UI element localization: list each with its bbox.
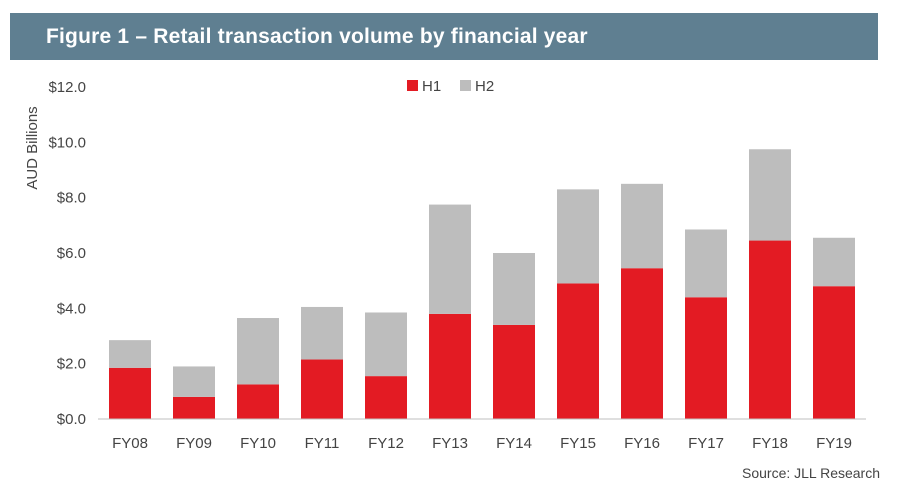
legend-swatch-h1 — [407, 80, 418, 91]
y-axis-label: AUD Billions — [24, 106, 41, 189]
y-tick-label: $12.0 — [48, 79, 86, 96]
x-axis-ticks: FY08 FY09 FY10 FY11 FY12 FY13 FY14 FY15 FY16 FY17… — [112, 435, 852, 452]
bar-h1-fy12 — [365, 376, 407, 419]
x-tick-label: FY11 — [305, 435, 340, 452]
bar-h1-fy15 — [557, 283, 599, 419]
y-tick-label: $10.0 — [48, 134, 86, 151]
x-tick-label: FY18 — [752, 435, 788, 452]
bar-h2-fy16 — [621, 183, 663, 269]
bar-h2-fy12 — [365, 312, 407, 377]
bar-h2-fy10 — [237, 318, 279, 385]
x-tick-label: FY15 — [560, 435, 596, 452]
y-tick-label: $8.0 — [57, 190, 86, 207]
bar-h2-fy11 — [301, 306, 343, 360]
legend-label-h2: H2 — [475, 78, 494, 95]
bar-h1-fy13 — [429, 313, 471, 419]
y-tick-label: $0.0 — [57, 411, 86, 428]
x-tick-label: FY09 — [176, 435, 212, 452]
legend-label-h1: H1 — [422, 78, 441, 95]
bar-h2-fy13 — [429, 204, 471, 314]
bar-h1-fy19 — [813, 286, 855, 419]
chart-title: Figure 1 – Retail transaction volume by … — [46, 24, 588, 48]
source-note: Source: JLL Research — [742, 465, 880, 481]
bar-h2-fy18 — [749, 149, 791, 241]
bars — [109, 149, 855, 419]
y-tick-label: $4.0 — [57, 300, 86, 317]
x-tick-label: FY19 — [816, 435, 852, 452]
bar-h2-fy19 — [813, 237, 855, 287]
x-tick-label: FY16 — [624, 435, 660, 452]
bar-h1-fy11 — [301, 359, 343, 419]
x-tick-label: FY12 — [368, 435, 404, 452]
y-axis-ticks: $0.0 $2.0 $4.0 $6.0 $8.0 $10.0 $12.0 — [48, 79, 86, 428]
x-tick-label: FY14 — [496, 435, 532, 452]
bar-h1-fy08 — [109, 367, 151, 419]
bar-h2-fy17 — [685, 229, 727, 298]
y-tick-label: $2.0 — [57, 356, 86, 373]
bar-h1-fy18 — [749, 240, 791, 419]
x-tick-label: FY10 — [240, 435, 276, 452]
bar-h2-fy08 — [109, 340, 151, 368]
legend-swatch-h2 — [460, 80, 471, 91]
x-tick-label: FY13 — [432, 435, 468, 452]
bar-h1-fy09 — [173, 396, 215, 419]
bar-h1-fy14 — [493, 324, 535, 419]
bar-h1-fy10 — [237, 384, 279, 419]
legend: H1 H2 — [407, 78, 494, 95]
title-bar: Figure 1 – Retail transaction volume by … — [10, 13, 878, 60]
bar-h2-fy09 — [173, 366, 215, 397]
bar-h2-fy14 — [493, 253, 535, 325]
bar-h1-fy16 — [621, 268, 663, 419]
x-tick-label: FY17 — [688, 435, 724, 452]
y-tick-label: $6.0 — [57, 245, 86, 262]
bar-h2-fy15 — [557, 189, 599, 284]
bar-h1-fy17 — [685, 297, 727, 419]
x-tick-label: FY08 — [112, 435, 148, 452]
